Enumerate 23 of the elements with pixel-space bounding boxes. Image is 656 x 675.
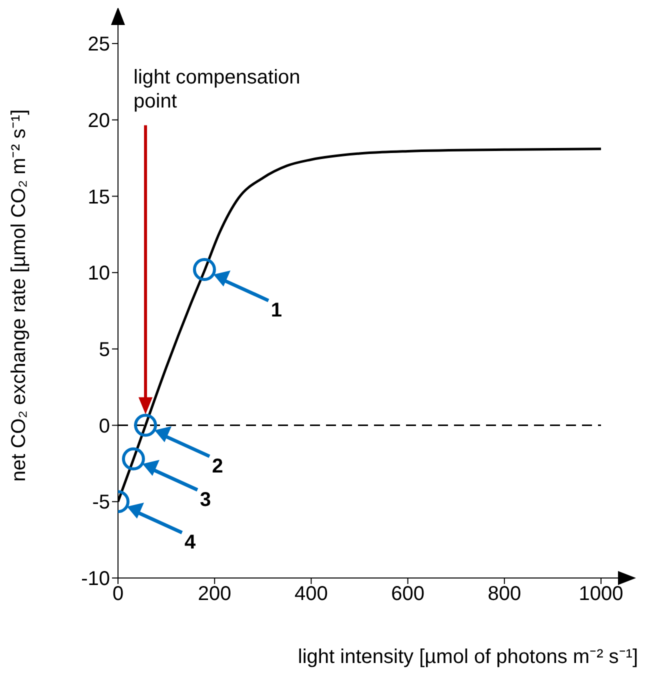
annotation: 4 [184,532,196,554]
y-tick-label: 15 [88,186,110,208]
y-tick-label: 0 [98,415,110,438]
x-tick-label: 400 [294,583,328,606]
y-tick-label: -5 [92,492,110,514]
y-tick-label: 5 [98,339,110,362]
x-axis-title: light intensity [µmol of photons m⁻² s⁻¹] [298,646,638,668]
point [122,447,145,470]
y-axis-title: net CO₂ exchange rate [µmol CO₂ m⁻² s⁻¹] [8,109,30,482]
x-tick-label: 600 [391,583,424,606]
point [192,258,216,282]
annotation: 1 [270,300,282,322]
y-tick-label: 20 [88,110,110,132]
annotation: 2 [212,455,224,478]
annotation: light compensation point [134,66,300,112]
y-tick-label: 25 [88,34,110,56]
x-tick-label: 200 [198,583,232,606]
annotation: 3 [200,488,212,511]
y-tick-label: -10 [81,568,110,590]
x-tick-label: 1000 [578,583,624,606]
x-tick-label: 800 [488,583,522,606]
point [134,414,158,437]
y-tick-label: 10 [88,262,110,285]
